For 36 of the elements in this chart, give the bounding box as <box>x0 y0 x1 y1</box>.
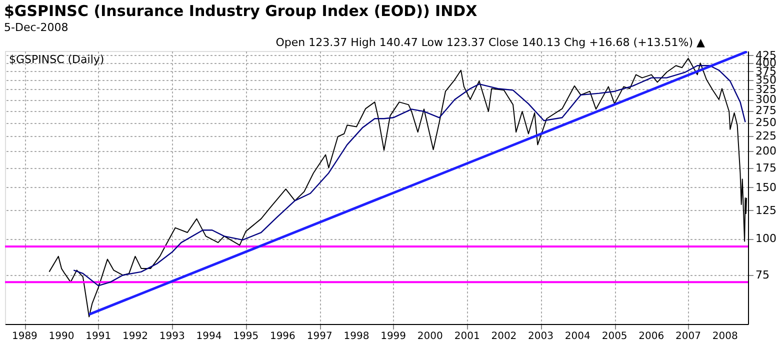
x-tick-label: 2005 <box>602 331 628 342</box>
x-tick-label: 2007 <box>676 331 701 342</box>
y-tick-label: 200 <box>756 144 776 158</box>
y-tick-label: 125 <box>756 204 776 217</box>
y-tick-label: 225 <box>756 129 776 142</box>
x-tick-label: 2002 <box>491 331 517 342</box>
chart-title: $GSPINSC (Insurance Industry Group Index (EOD)) INDX <box>4 2 478 20</box>
x-tick-label: 2006 <box>638 331 664 342</box>
x-tick-label: 2008 <box>712 331 738 342</box>
x-tick-label: 1999 <box>380 331 406 342</box>
line-series <box>73 65 746 286</box>
y-tick-label: 300 <box>756 93 776 106</box>
text: $GSPINSC (Daily) <box>9 53 104 66</box>
y-tick-label: 175 <box>756 161 776 174</box>
y-tick-label: 250 <box>756 116 776 130</box>
y-tick-label: 100 <box>756 232 776 246</box>
y-tick-label: 75 <box>756 268 770 282</box>
y-tick-label: 150 <box>756 180 776 194</box>
x-tick-label: 2000 <box>417 331 443 342</box>
x-tick-label: 2004 <box>564 331 590 342</box>
y-tick-label: 325 <box>756 82 776 96</box>
x-tick-label: 1991 <box>86 331 112 342</box>
chart-subtitle: 5-Dec-2008 <box>4 21 68 34</box>
text: Open 123.37 High 140.47 Low 123.37 Close 140.13 Chg +16.68 (+13.51%) ▲ <box>276 36 706 49</box>
x-tick-label: 2001 <box>454 331 480 342</box>
x-tick-label: 1989 <box>12 331 38 342</box>
x-tick-label: 1992 <box>122 331 148 342</box>
x-tick-label: 1990 <box>48 331 74 342</box>
x-tick-label: 1998 <box>344 331 370 342</box>
x-tick-label: 1994 <box>196 331 222 342</box>
x-tick-label: 1996 <box>270 331 296 342</box>
x-tick-label: 1997 <box>306 331 332 342</box>
y-tick-label: 275 <box>756 104 776 118</box>
x-tick-label: 1995 <box>233 331 259 342</box>
x-tick-label: 1993 <box>159 331 185 342</box>
x-tick-label: 2003 <box>528 331 554 342</box>
